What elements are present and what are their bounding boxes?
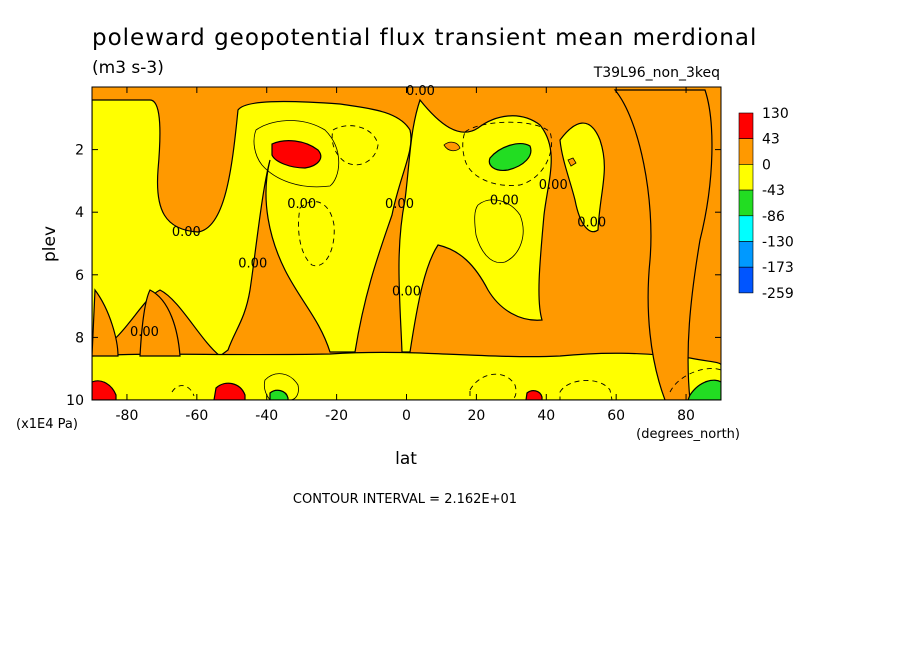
colorbar-level-label: 43 [762,132,780,148]
run-label: T39L96_non_3keq [593,65,720,81]
x-axis-units: (degrees_north) [636,427,740,442]
thin-contour-3 [263,373,299,400]
zero-contour-label: 0.00 [238,256,267,271]
zero-contour-labels: 0.00 0.00 0.00 0.00 0.00 0.00 0.00 0.00 0.00 0.00 [130,84,606,340]
zero-contour-label: 0.00 [392,284,421,299]
zero-contour-label: 0.00 [406,84,435,99]
y-tick-label: 2 [75,143,84,159]
x-tick-label: 0 [402,408,411,424]
red-max-north-low [525,390,543,400]
x-tick-label: -80 [116,408,139,424]
negative-region-north [559,122,605,233]
thin-contour-1 [253,120,340,188]
colorbar-swatch [738,112,754,140]
colorbar-level-label: 130 [762,106,789,122]
red-max-southpole [92,380,117,400]
small-feature-1 [443,141,461,152]
colorbar-level-label: -43 [762,183,785,199]
thin-contour-2 [474,199,524,264]
colorbar-swatch [738,138,754,165]
colorbar-level-label: -86 [762,209,785,225]
positive-column-south [92,288,181,357]
zero-contour-label: 0.00 [172,225,201,240]
zero-contour-label: 0.00 [490,194,519,209]
colorbar: 130 43 0 -43 -86 -130 -173 -259 [738,106,794,302]
green-min-northpole [687,379,721,400]
negative-region-main [92,99,412,357]
colorbar-swatch [738,241,754,268]
small-feature-2 [567,157,577,167]
red-max-south-upper [271,140,322,169]
x-tick-label: 20 [467,408,485,424]
x-axis: -80 -60 -40 -20 0 20 40 60 80 [116,87,695,424]
y-axis-units: (x1E4 Pa) [16,417,78,432]
colorbar-swatch [738,215,754,242]
zero-contour-label: 0.00 [539,178,568,193]
zero-contour-label: 0.00 [130,325,159,340]
x-tick-label: 80 [677,408,695,424]
green-min-north-upper [488,143,532,171]
x-tick-label: -40 [255,408,278,424]
y-tick-label: 6 [75,268,84,284]
colorbar-swatch [738,266,754,294]
red-max-south-low [213,382,246,400]
colorbar-swatch [738,189,754,217]
x-axis-label: lat [395,449,417,469]
units-label: (m3 s-3) [92,58,164,78]
zero-contour-label: 0.00 [287,197,316,212]
colorbar-level-label: 0 [762,157,771,173]
y-tick-label: 4 [75,205,84,221]
colorbar-level-label: -259 [762,286,794,302]
y-axis-label: plev [40,226,60,262]
x-tick-label: -20 [325,408,348,424]
x-tick-label: 40 [537,408,555,424]
plot-area [92,87,721,400]
zero-contour-label: 0.00 [385,197,414,212]
zero-contour-label: 0.00 [577,216,606,231]
x-tick-label: -60 [185,408,208,424]
x-tick-label: 60 [607,408,625,424]
positive-column-north [613,89,713,400]
contour-interval-note: CONTOUR INTERVAL = 2.162E+01 [293,492,517,507]
dashed-negative-contours [171,121,721,400]
colorbar-level-label: -130 [762,235,794,251]
y-tick-label: 10 [66,393,84,409]
y-tick-label: 8 [75,330,84,346]
negative-region-lowlevel [92,351,721,400]
chart-title: poleward geopotential flux transient mea… [92,25,757,51]
y-axis: 2 4 6 8 10 [66,143,721,409]
colorbar-level-label: -173 [762,260,794,276]
colorbar-swatch [738,164,754,191]
